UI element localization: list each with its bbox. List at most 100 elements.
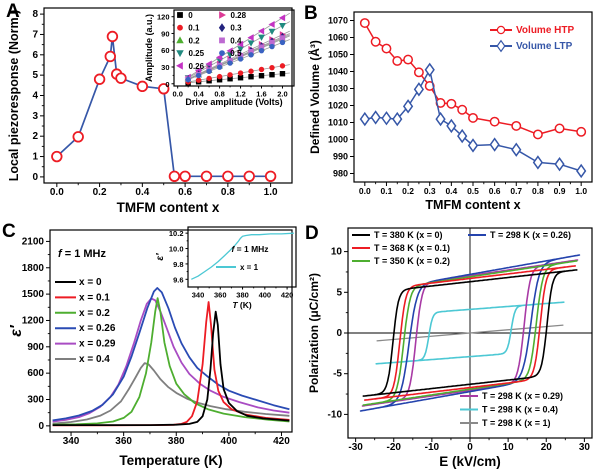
panel-d-letter: D xyxy=(305,223,319,244)
panel-c-letter: C xyxy=(2,221,16,242)
svg-text:Volume HTP: Volume HTP xyxy=(516,25,574,36)
svg-text:T (K): T (K) xyxy=(232,300,252,310)
svg-text:30: 30 xyxy=(161,63,169,72)
svg-text:10: 10 xyxy=(331,246,343,257)
svg-text:600: 600 xyxy=(27,368,44,379)
svg-text:340: 340 xyxy=(63,436,80,447)
svg-text:0: 0 xyxy=(336,328,342,339)
svg-text:2: 2 xyxy=(32,131,38,142)
svg-text:0.7: 0.7 xyxy=(510,186,522,196)
svg-text:1040: 1040 xyxy=(328,67,348,77)
svg-text:0.4: 0.4 xyxy=(445,186,457,196)
svg-text:f = 1 MHz: f = 1 MHz xyxy=(231,244,268,254)
svg-text:980: 980 xyxy=(333,169,348,179)
svg-text:0.4: 0.4 xyxy=(230,36,242,45)
svg-text:380: 380 xyxy=(168,436,185,447)
svg-text:Amplitude (a.u.): Amplitude (a.u.) xyxy=(144,14,154,82)
svg-text:TMFM content x: TMFM content x xyxy=(425,198,520,212)
svg-text:30: 30 xyxy=(579,442,591,453)
svg-text:1.2: 1.2 xyxy=(235,89,245,98)
svg-text:0.2: 0.2 xyxy=(189,36,201,45)
svg-text:420: 420 xyxy=(281,290,294,299)
svg-text:ε′: ε′ xyxy=(155,253,166,261)
svg-text:T = 350 K (x = 0.2): T = 350 K (x = 0.2) xyxy=(374,256,450,266)
svg-text:Defined Volume (Å³): Defined Volume (Å³) xyxy=(307,40,322,154)
svg-text:90: 90 xyxy=(161,29,169,38)
svg-text:3: 3 xyxy=(32,110,38,121)
svg-text:T = 368 K (x = 0.1): T = 368 K (x = 0.1) xyxy=(374,243,450,253)
svg-text:0.0: 0.0 xyxy=(172,89,182,98)
svg-text:990: 990 xyxy=(333,152,348,162)
svg-text:T = 298 K (x = 0.26): T = 298 K (x = 0.26) xyxy=(490,230,571,240)
svg-text:Temperature (K): Temperature (K) xyxy=(119,453,222,468)
svg-text:10.0: 10.0 xyxy=(169,244,184,253)
svg-text:400: 400 xyxy=(259,290,272,299)
svg-text:420: 420 xyxy=(273,436,290,447)
svg-text:1500: 1500 xyxy=(22,289,45,300)
svg-text:0.8: 0.8 xyxy=(221,187,235,198)
svg-text:-5: -5 xyxy=(333,368,342,379)
svg-text:4: 4 xyxy=(32,90,38,101)
panel-a-inset-chart: 0.0 0.4 0.8 1.2 1.6 2.0 0 30 60 90 120 Drive amplit… xyxy=(144,9,295,107)
svg-text:T = 298 K (x = 0.4): T = 298 K (x = 0.4) xyxy=(482,405,558,415)
svg-text:8: 8 xyxy=(32,9,38,20)
svg-text:x = 0.29: x = 0.29 xyxy=(79,338,116,349)
panel-b-chart: 0.0 0.1 0.2 0.3 0.4 0.5 0.6 0.7 0.8 0.9 1.0 980 990 1… xyxy=(307,11,593,212)
svg-text:0.28: 0.28 xyxy=(231,11,247,20)
panel-b-letter: B xyxy=(304,3,318,24)
panel-c-inset-chart: 340 360 380 400 420 9.6 9.8 10.0 10.2 T (K) ε′ x = … xyxy=(155,226,297,310)
svg-text:-20: -20 xyxy=(387,442,402,453)
svg-text:0: 0 xyxy=(38,420,44,431)
svg-text:60: 60 xyxy=(161,46,169,55)
svg-text:0.8: 0.8 xyxy=(532,186,544,196)
svg-text:1800: 1800 xyxy=(22,262,45,273)
svg-text:2.0: 2.0 xyxy=(277,89,287,98)
svg-text:-10: -10 xyxy=(425,442,440,453)
panel-c-chart: 340 360 380 400 420 0 300 600 900 1200 1500 1800 210… xyxy=(8,229,293,468)
svg-text:0.6: 0.6 xyxy=(489,186,501,196)
svg-text:0.5: 0.5 xyxy=(467,186,479,196)
svg-text:1.0: 1.0 xyxy=(575,186,587,196)
svg-text:120: 120 xyxy=(157,12,170,21)
svg-text:Polarization (μC/cm²): Polarization (μC/cm²) xyxy=(307,273,321,393)
svg-text:0: 0 xyxy=(467,442,473,453)
svg-text:ε′: ε′ xyxy=(8,324,25,337)
svg-text:Volume LTP: Volume LTP xyxy=(516,41,573,52)
svg-text:0: 0 xyxy=(32,171,38,182)
svg-text:x = 0.1: x = 0.1 xyxy=(79,292,110,303)
svg-text:300: 300 xyxy=(27,394,44,405)
svg-text:Drive amplitude (Volts): Drive amplitude (Volts) xyxy=(185,97,282,107)
svg-text:10.2: 10.2 xyxy=(169,229,184,238)
svg-text:380: 380 xyxy=(236,290,249,299)
svg-text:360: 360 xyxy=(214,290,227,299)
svg-text:f = 1 MHz: f = 1 MHz xyxy=(58,248,106,260)
svg-text:x = 0.4: x = 0.4 xyxy=(79,354,110,365)
svg-text:0.1: 0.1 xyxy=(188,23,200,32)
svg-text:0: 0 xyxy=(188,11,193,20)
svg-text:400: 400 xyxy=(221,436,238,447)
svg-text:0.4: 0.4 xyxy=(193,89,204,98)
svg-text:E (kV/cm): E (kV/cm) xyxy=(439,454,501,469)
svg-text:0.5: 0.5 xyxy=(230,49,242,58)
panel-a-chart: 0.0 0.2 0.4 0.6 0.8 1.0 0 1 2 3 4 5 6 7 8 TMFM content … xyxy=(7,7,293,215)
svg-text:9.8: 9.8 xyxy=(173,259,183,268)
svg-text:x = 0: x = 0 xyxy=(79,277,102,288)
svg-text:0: 0 xyxy=(165,79,169,88)
svg-text:1200: 1200 xyxy=(22,315,45,326)
svg-text:1: 1 xyxy=(32,151,38,162)
svg-text:7: 7 xyxy=(32,29,38,40)
svg-text:0.26: 0.26 xyxy=(189,61,205,70)
svg-text:5: 5 xyxy=(336,287,342,298)
svg-text:Local piezoresponse (Norm.): Local piezoresponse (Norm.) xyxy=(7,10,21,182)
svg-text:9.6: 9.6 xyxy=(173,275,183,284)
svg-text:0.2: 0.2 xyxy=(93,187,107,198)
svg-text:0.0: 0.0 xyxy=(50,187,64,198)
svg-text:0.2: 0.2 xyxy=(402,186,414,196)
svg-text:6: 6 xyxy=(32,49,38,60)
svg-text:T = 298 K (x = 1): T = 298 K (x = 1) xyxy=(482,418,551,428)
svg-text:0.9: 0.9 xyxy=(554,186,566,196)
svg-text:0.3: 0.3 xyxy=(424,186,436,196)
svg-text:1070: 1070 xyxy=(328,16,348,26)
